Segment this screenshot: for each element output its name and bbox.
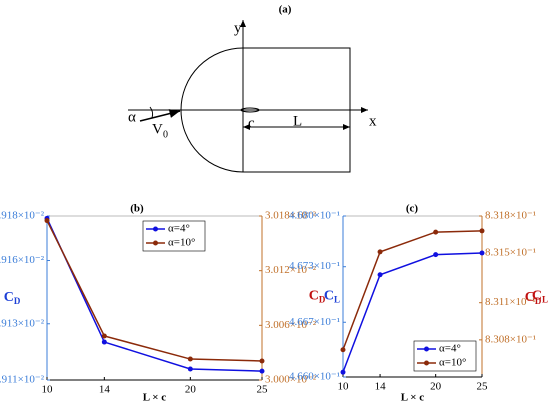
point [101, 333, 107, 339]
series-line [46, 220, 263, 362]
y2-tick-label: 3.012×10⁻² [265, 264, 317, 276]
point [433, 252, 439, 258]
point [101, 339, 107, 345]
point [259, 358, 265, 364]
axis-label: CD [525, 290, 542, 306]
axis-label: CL [532, 289, 548, 305]
diagram [128, 20, 368, 173]
point [44, 218, 50, 224]
y2-tick-label: 8.318×10⁻¹ [485, 210, 536, 222]
y2-tick-label: 3.006×10⁻² [265, 319, 317, 331]
series-line [342, 230, 483, 351]
legend-label: α=4° [168, 223, 190, 235]
axis-label: CD [4, 290, 21, 306]
point [433, 229, 439, 235]
y-tick-label: 4.673×10⁻¹ [289, 260, 340, 272]
axis-label-main: C [324, 289, 334, 304]
x-axis-label: L × c [401, 392, 424, 404]
y2-tick-label: 8.315×10⁻¹ [485, 247, 536, 259]
y-tick-label: 4.680×10⁻¹ [289, 210, 340, 222]
y2-tick-label: 3.000×10⁻² [265, 374, 317, 386]
x-tick-label: 10 [338, 381, 350, 393]
y2-tick-label: 8.311×10⁻¹ [485, 296, 536, 308]
y-tick-label: 4.667×10⁻¹ [289, 316, 340, 328]
chart-title: (b) [130, 203, 144, 215]
x-tick-label: 25 [257, 384, 269, 396]
panel-label: (a) [279, 4, 292, 16]
y-tick-label: 1.913×10⁻² [0, 317, 45, 329]
axis-label-sub: L [334, 295, 340, 305]
point [479, 228, 485, 234]
velocity-label: V [152, 121, 163, 137]
y-tick-label: 1.916×10⁻² [0, 254, 45, 266]
x-tick-label: 14 [375, 381, 387, 393]
velocity-arrow [139, 109, 181, 122]
chart-title: (c) [406, 203, 419, 215]
y2-tick-label: 8.308×10⁻¹ [485, 333, 536, 345]
x-tick-label: 20 [185, 384, 197, 396]
axis-label-sub: D [14, 296, 21, 306]
axis-label-sub: D [319, 295, 326, 305]
x-tick-label: 25 [477, 381, 489, 393]
length-label: L [293, 113, 302, 129]
legend-box [413, 340, 477, 372]
axis-label-sub: L [542, 295, 548, 305]
x-tick-label: 10 [42, 384, 54, 396]
x-tick-label: 20 [430, 381, 442, 393]
y-tick-label: 1.918×10⁻² [0, 210, 45, 222]
x-axis-label: L × c [143, 392, 166, 404]
alpha-arc [149, 106, 154, 119]
velocity-subscript: 0 [163, 129, 168, 140]
legend-marker [153, 240, 158, 246]
axis-label-main: C [532, 289, 542, 304]
legend-marker [424, 346, 429, 352]
y2-tick-label: 3.018×10⁻² [265, 210, 317, 222]
point [187, 366, 193, 372]
point [259, 368, 265, 374]
axis-label-main: C [525, 290, 535, 305]
axis-label: x [369, 113, 377, 129]
y-tick-label: 4.660×10⁻¹ [289, 371, 340, 383]
y-tick-label: 1.911×10⁻² [0, 374, 45, 386]
legend-marker [424, 360, 429, 366]
x-tick-label: 14 [99, 384, 111, 396]
series-line [46, 218, 263, 372]
legend-label: α=4° [439, 343, 461, 355]
point [377, 249, 383, 255]
point [187, 356, 193, 362]
legend-box [142, 220, 206, 252]
legend-marker [153, 226, 158, 232]
angle-label: α [128, 109, 136, 125]
axis-label-main: C [4, 290, 14, 305]
legend-label: α=10° [168, 237, 195, 249]
series-line [342, 252, 483, 373]
axis-label-sub: D [535, 296, 542, 306]
chord-label: c [248, 115, 255, 131]
legend-label: α=10° [439, 357, 466, 369]
point [340, 369, 346, 375]
axis-label: y [234, 20, 242, 36]
axis-label: CD [309, 289, 326, 305]
point [340, 347, 346, 353]
airfoil [240, 107, 260, 113]
axis-label-main: C [309, 289, 319, 304]
point [479, 250, 485, 256]
point [377, 272, 383, 278]
axis-label: CL [324, 289, 340, 305]
